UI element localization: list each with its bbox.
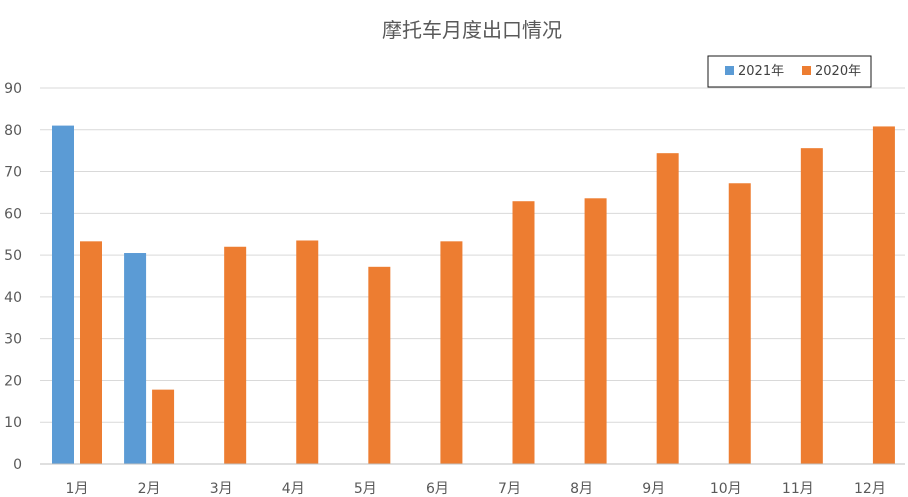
bar-2020年-6月 (440, 241, 463, 464)
y-tick-label: 50 (4, 248, 22, 264)
legend-label-2021: 2021年 (738, 64, 784, 79)
x-tick-label: 12月 (854, 481, 886, 497)
bars (52, 125, 895, 465)
bar-2020年-4月 (296, 240, 319, 464)
x-tick-label: 4月 (282, 481, 305, 497)
bar-2020年-2月 (152, 389, 175, 464)
y-tick-label: 20 (4, 373, 22, 389)
y-axis-tick-labels: 0 10 20 30 40 50 60 70 80 90 (4, 81, 22, 473)
bar-2020年-10月 (728, 183, 751, 464)
y-tick-label: 80 (4, 123, 22, 139)
x-tick-label: 7月 (498, 481, 521, 497)
gridlines (40, 87, 905, 423)
bar-2020年-11月 (800, 148, 823, 464)
y-tick-label: 90 (4, 81, 22, 97)
y-tick-label: 70 (4, 165, 22, 181)
legend-swatch-2021 (725, 66, 734, 75)
legend: 2021年 2020年 (707, 55, 872, 88)
bar-2021年-1月 (52, 125, 74, 464)
bar-2020年-12月 (872, 126, 895, 465)
x-tick-label: 10月 (710, 481, 742, 497)
x-tick-label: 9月 (642, 481, 665, 497)
y-tick-label: 30 (4, 332, 22, 348)
chart-title: 摩托车月度出口情况 (382, 18, 562, 42)
legend-label-2020: 2020年 (815, 64, 861, 79)
bar-2020年-9月 (656, 153, 679, 464)
bar-2020年-1月 (80, 241, 102, 464)
x-tick-label: 8月 (570, 481, 593, 497)
x-tick-label: 1月 (66, 481, 89, 497)
bar-2020年-3月 (224, 246, 247, 464)
x-tick-label: 11月 (782, 481, 814, 497)
legend-swatch-2020 (802, 66, 811, 75)
x-tick-label: 5月 (354, 481, 377, 497)
y-tick-label: 40 (4, 290, 22, 306)
legend-box (707, 55, 872, 88)
x-tick-label: 6月 (426, 481, 449, 497)
x-axis-tick-labels: 1月 2月 3月 4月 5月 6月 7月 8月 9月 10月 11月 12月 (66, 481, 886, 497)
y-tick-label: 10 (4, 415, 22, 431)
y-tick-label: 0 (13, 457, 22, 473)
bar-2020年-8月 (584, 198, 607, 464)
y-tick-label: 60 (4, 206, 22, 222)
bar-2020年-5月 (368, 266, 391, 464)
bar-2020年-7月 (512, 201, 535, 464)
x-tick-label: 3月 (210, 481, 233, 497)
x-tick-label: 2月 (138, 481, 161, 497)
bar-2021年-2月 (124, 253, 147, 464)
